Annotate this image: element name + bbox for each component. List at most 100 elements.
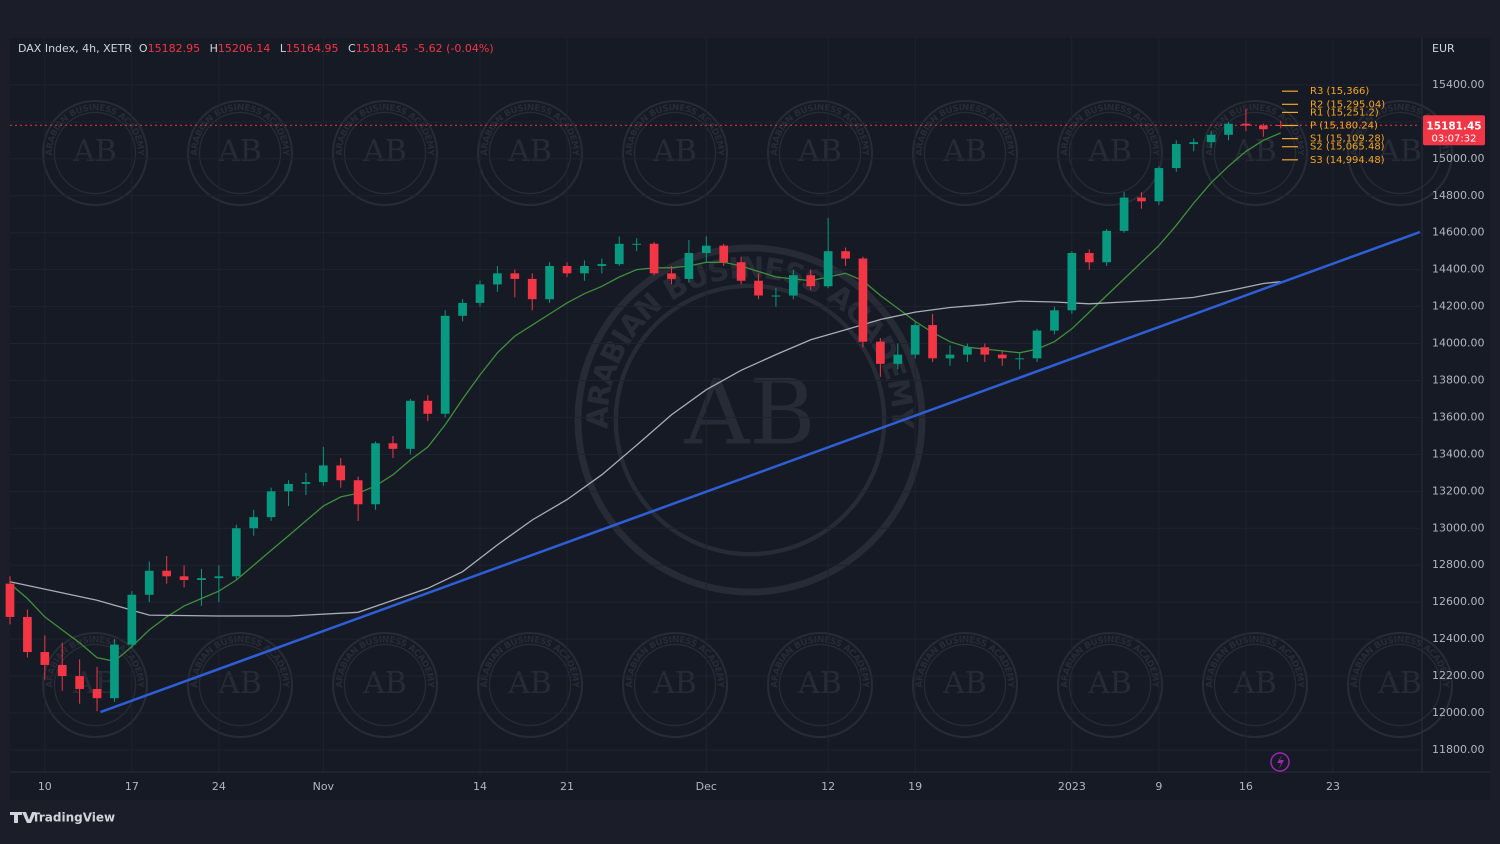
watermark-ring bbox=[1068, 643, 1152, 727]
pivot-label: S2 (15,065.48) bbox=[1310, 142, 1385, 153]
watermark-initials: AB bbox=[683, 360, 815, 465]
watermark-initials: AB bbox=[362, 666, 407, 701]
candle-body bbox=[1154, 168, 1164, 202]
watermark-ring bbox=[621, 631, 729, 739]
watermark-ring bbox=[331, 99, 439, 207]
watermark-ring bbox=[186, 631, 294, 739]
y-tick-label: 11800.00 bbox=[1432, 743, 1485, 756]
y-tick-label: 14400.00 bbox=[1432, 263, 1485, 276]
pivot-label: S1 (15,109.28) bbox=[1310, 134, 1385, 145]
price-tag-value: 15181.45 bbox=[1426, 120, 1481, 132]
candle-body bbox=[910, 325, 920, 355]
candle-body bbox=[963, 347, 972, 355]
candle-body bbox=[614, 243, 624, 265]
y-tick-label: 13400.00 bbox=[1432, 447, 1485, 460]
watermark-ring bbox=[766, 631, 874, 739]
candle-body bbox=[318, 465, 328, 483]
y-tick-label: 13200.00 bbox=[1432, 484, 1485, 497]
candle-body bbox=[858, 258, 868, 342]
candle-body bbox=[371, 443, 380, 505]
candle-body bbox=[1137, 197, 1146, 202]
watermark-ring bbox=[923, 111, 1007, 195]
y-tick-label: 12800.00 bbox=[1432, 558, 1485, 571]
watermark-ring bbox=[911, 631, 1019, 739]
watermark-ring bbox=[1068, 111, 1152, 195]
trendline bbox=[100, 230, 1421, 714]
y-tick-label: 14000.00 bbox=[1432, 337, 1485, 350]
candle-body bbox=[231, 528, 241, 577]
watermark-ring bbox=[766, 99, 874, 207]
watermark-ring bbox=[41, 631, 149, 739]
candle-body bbox=[75, 676, 84, 689]
candle-body bbox=[92, 688, 102, 699]
candle-body bbox=[1102, 230, 1112, 263]
watermark-ring bbox=[613, 283, 887, 557]
candle-body bbox=[649, 243, 659, 274]
y-tick-label: 14600.00 bbox=[1432, 226, 1485, 239]
x-tick-label: 14 bbox=[473, 780, 487, 793]
y-tick-label: 12600.00 bbox=[1432, 595, 1485, 608]
pivot-label: R2 (15,295.04) bbox=[1310, 99, 1385, 110]
watermark-initials: AB bbox=[362, 134, 407, 169]
watermark-ring bbox=[343, 643, 427, 727]
pivot-label: P (15,180.24) bbox=[1310, 121, 1378, 132]
watermark-ring bbox=[476, 631, 584, 739]
symbol: DAX Index, 4h, XETR bbox=[18, 42, 132, 55]
alert-icon[interactable] bbox=[1270, 752, 1290, 772]
candle-body bbox=[493, 273, 502, 285]
watermark-ring bbox=[1056, 631, 1164, 739]
candle-body bbox=[1241, 123, 1251, 126]
pivot-label: R1 (15,251.2) bbox=[1310, 107, 1379, 118]
watermark-ring bbox=[1346, 99, 1454, 207]
candle-body bbox=[440, 315, 450, 414]
watermark-ring bbox=[1213, 643, 1297, 727]
watermark-ring bbox=[911, 99, 1019, 207]
candle-body bbox=[197, 578, 206, 580]
watermark-ring bbox=[633, 643, 717, 727]
header: DAX Index, 4h, XETR O15182.95 H15206.14 … bbox=[18, 42, 500, 55]
candle-body bbox=[1276, 125, 1286, 127]
candle-body bbox=[580, 265, 589, 274]
watermark-initials: AB bbox=[72, 134, 117, 169]
candle-body bbox=[684, 253, 694, 279]
watermark-ring bbox=[1358, 643, 1442, 727]
watermark-initials: AB bbox=[652, 134, 697, 169]
watermark-ring bbox=[186, 99, 294, 207]
watermark-ring bbox=[923, 643, 1007, 727]
grid bbox=[10, 38, 1420, 772]
candle-body bbox=[1171, 144, 1181, 169]
candle-body bbox=[510, 273, 520, 279]
candle-body bbox=[406, 400, 415, 449]
watermark-ring bbox=[1056, 99, 1164, 207]
candle-body bbox=[458, 302, 467, 316]
y-tick-label: 12200.00 bbox=[1432, 669, 1485, 682]
watermark-initials: AB bbox=[1377, 134, 1422, 169]
candle-body bbox=[1084, 253, 1094, 263]
watermark-initials: AB bbox=[217, 666, 262, 701]
alert-bolt bbox=[1277, 755, 1284, 769]
candle-body bbox=[353, 480, 363, 505]
ohlc-key: O bbox=[138, 42, 148, 55]
candle-body bbox=[997, 354, 1007, 359]
watermark-ring bbox=[198, 111, 282, 195]
y-tick-label: 14200.00 bbox=[1432, 300, 1485, 313]
chart-panel bbox=[10, 38, 1490, 800]
watermark-initials: AB bbox=[942, 134, 987, 169]
watermark-initials: AB bbox=[1232, 666, 1277, 701]
candle-body bbox=[423, 400, 433, 414]
moving-average bbox=[9, 281, 1281, 617]
candle-body bbox=[249, 517, 259, 529]
watermark-ring bbox=[1346, 631, 1454, 739]
x-tick-label: 9 bbox=[1155, 780, 1162, 793]
x-tick-label: 10 bbox=[38, 780, 52, 793]
candle-body bbox=[1032, 330, 1042, 359]
y-tick-label: 13000.00 bbox=[1432, 521, 1485, 534]
candle-body bbox=[1258, 125, 1268, 130]
watermark-initials: AB bbox=[1087, 666, 1132, 701]
candle-body bbox=[336, 465, 346, 481]
ohlc-value: 15182.95 bbox=[147, 42, 201, 55]
ohlc-key: H bbox=[209, 42, 218, 55]
x-tick-label: 21 bbox=[560, 780, 574, 793]
candle-body bbox=[284, 483, 293, 492]
